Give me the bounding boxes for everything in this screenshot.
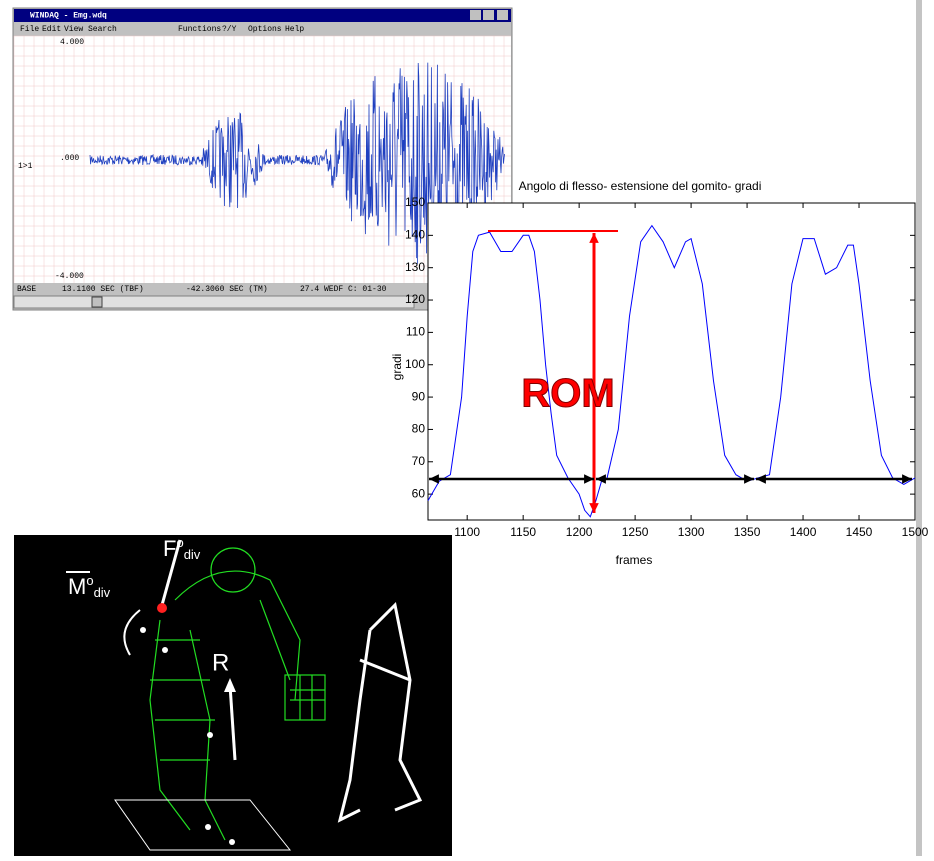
- menu-item[interactable]: View: [64, 25, 83, 34]
- arrow-head: [756, 474, 766, 484]
- stick-figure: [337, 601, 423, 823]
- y-tick-label: 70: [412, 454, 426, 468]
- label-sub: div: [94, 585, 111, 600]
- plot-frame: [427, 202, 916, 521]
- menu-item[interactable]: ?/Y: [222, 25, 237, 34]
- x-tick-label: 1400: [790, 525, 817, 539]
- x-tick-label: 1450: [846, 525, 873, 539]
- arrow-head: [596, 474, 606, 484]
- menu-item[interactable]: Options: [248, 25, 282, 34]
- y-tick-label: 60: [412, 486, 426, 500]
- label-sub: div: [184, 547, 201, 562]
- menu-item[interactable]: Help: [285, 25, 304, 34]
- label-sup: o: [176, 535, 183, 550]
- y-tick-label: 150: [405, 195, 425, 209]
- channel-label: 1>1: [18, 162, 33, 171]
- force-arrow: [228, 684, 237, 761]
- joint-points: [140, 627, 235, 845]
- menu-item[interactable]: Edit: [42, 25, 61, 34]
- x-tick-label: 1100: [454, 525, 480, 539]
- y-tick-label: 130: [405, 260, 425, 274]
- y-tick-label: 140: [405, 228, 425, 242]
- side-bar: [916, 0, 922, 856]
- wireframe-body: [149, 547, 326, 841]
- emg-signal: [89, 62, 505, 264]
- y-tick-label: 90: [412, 389, 426, 403]
- label-main: F: [163, 536, 176, 561]
- chart: 60 70 80 90 100 110 120 130 140 150 1100 1150 1200 12…: [405, 195, 929, 539]
- force-arrow: [160, 539, 182, 606]
- menu-item[interactable]: Functions: [178, 25, 221, 34]
- moment-arrow: [123, 609, 141, 656]
- x-axis-label: frames: [616, 553, 653, 567]
- y-tick-label: 100: [405, 357, 425, 371]
- x-tick-label: 1350: [734, 525, 761, 539]
- menu-item[interactable]: File: [20, 25, 39, 34]
- status-text: 13.1100 SEC (TBF): [62, 285, 144, 294]
- joint-marker: [157, 603, 167, 613]
- title-bar: [14, 9, 511, 22]
- reaction-label: R: [212, 649, 229, 676]
- chart-title: Angolo di flesso- estensione del gomito-…: [519, 179, 762, 193]
- x-tick-label: 1250: [622, 525, 649, 539]
- figure-background: [14, 535, 452, 856]
- biomech-figure: Fodiv Modiv R: [14, 535, 452, 856]
- arrow-head: [224, 678, 236, 692]
- status-text: BASE: [17, 285, 36, 294]
- rom-label: ROM: [521, 372, 614, 416]
- data-line: [427, 224, 916, 518]
- y-tick-label: 120: [405, 292, 425, 306]
- x-tick-label: 1500: [902, 525, 929, 539]
- y-tick-label: 110: [406, 325, 425, 339]
- arrow-head: [744, 474, 754, 484]
- arrow-head: [584, 474, 594, 484]
- status-text: -42.3060 SEC (TM): [186, 285, 268, 294]
- moment-label: Modiv: [68, 573, 111, 600]
- y-axis-label: gradi: [390, 354, 404, 381]
- arrow-head: [429, 474, 439, 484]
- arrow-head: [589, 503, 599, 513]
- status-bar: [14, 283, 511, 295]
- x-tick-label: 1300: [678, 525, 705, 539]
- x-tick-label: 1150: [510, 525, 536, 539]
- arrow-head: [902, 474, 912, 484]
- x-tick-label: 1200: [566, 525, 593, 539]
- minimize-button[interactable]: [470, 10, 481, 20]
- y-tick-label: 80: [412, 422, 426, 436]
- scrollbar[interactable]: [13, 295, 415, 309]
- y-label: 4.000: [60, 38, 84, 47]
- label-main: M: [68, 574, 86, 599]
- menu-item[interactable]: Search: [88, 25, 117, 34]
- y-label: -4.000: [55, 272, 84, 281]
- arrow-head: [589, 233, 599, 243]
- scroll-thumb[interactable]: [91, 296, 103, 308]
- ground-plate: [114, 799, 292, 851]
- force-label: Fodiv: [163, 535, 201, 562]
- close-button[interactable]: [497, 10, 508, 20]
- window-title: WINDAQ - Emg.wdq: [30, 12, 107, 21]
- label-sup: o: [86, 573, 93, 588]
- maximize-button[interactable]: [483, 10, 494, 20]
- y-label: .000: [60, 154, 79, 163]
- status-text: 27.4 WEDF C: 01-30: [300, 285, 387, 294]
- signal-grid: [13, 35, 511, 283]
